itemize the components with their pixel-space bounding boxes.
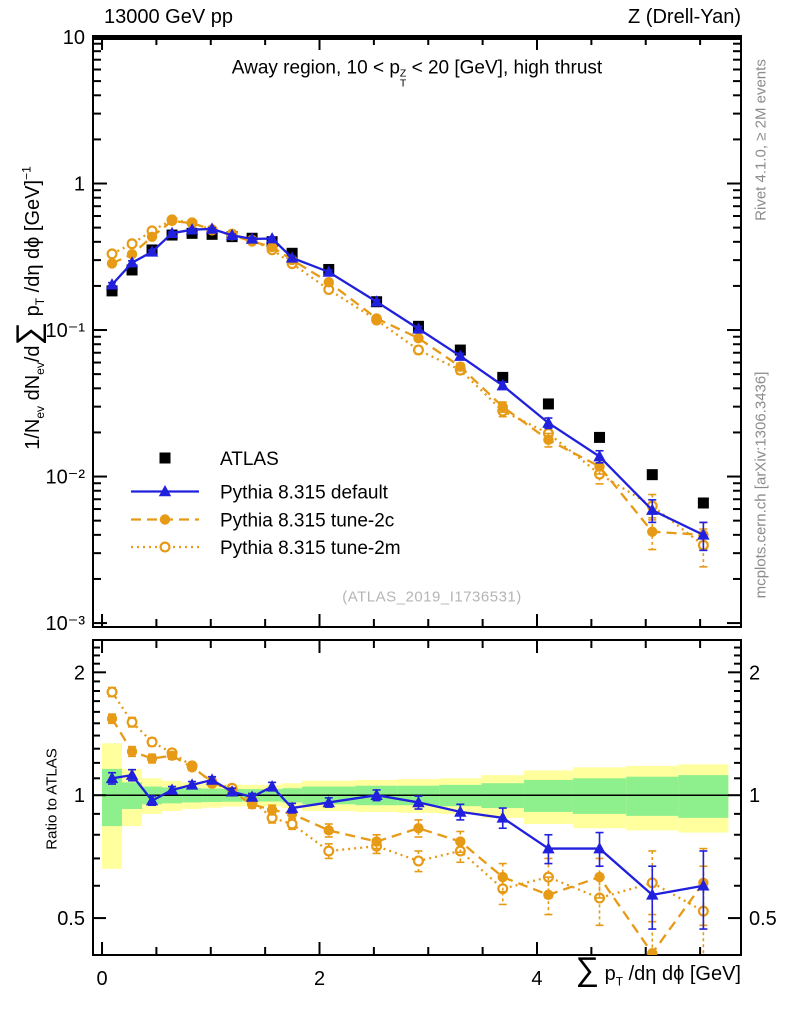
svg-text:1: 1	[749, 785, 760, 807]
svg-text:0: 0	[96, 968, 107, 990]
svg-text:0.5: 0.5	[57, 908, 85, 930]
legend-label: Pythia 8.315 tune-2m	[220, 538, 401, 559]
legend-label: ATLAS	[220, 449, 279, 470]
legend-item-3: Pythia 8.315 tune-2m	[131, 538, 401, 559]
svg-text:2: 2	[314, 968, 325, 990]
svg-text:4: 4	[531, 968, 542, 990]
series-main-3	[106, 214, 709, 568]
svg-text:10⁻²: 10⁻²	[46, 467, 86, 489]
mcplots-reference-label: mcplots.cern.ch [arXiv:1306.3436]	[752, 371, 770, 599]
series-main-1	[105, 222, 710, 552]
svg-text:1: 1	[74, 785, 85, 807]
svg-text:1: 1	[74, 174, 85, 196]
series-main-2	[106, 215, 709, 551]
svg-text:10: 10	[63, 27, 85, 49]
svg-text:2: 2	[74, 662, 85, 684]
process-label: Z (Drell-Yan)	[628, 6, 741, 28]
svg-text:0.5: 0.5	[749, 908, 777, 930]
beam-energy-label: 13000 GeV pp	[104, 6, 233, 28]
legend-item-0: ATLAS	[159, 449, 279, 470]
series-ratio-1	[105, 768, 710, 930]
svg-text:10⁻³: 10⁻³	[46, 613, 86, 635]
y-axis-label: 1/Nev dNev/d∑ pT /dη dϕ [GeV]−1	[8, 166, 48, 450]
analysis-watermark: (ATLAS_2019_I1736531)	[342, 588, 522, 606]
series-main-0	[106, 227, 709, 509]
tick-labels: 10 1 10⁻¹ 10⁻² 10⁻³ 2 2 1 1 0.5 0.5 0 2 4	[46, 27, 777, 990]
legend-item-1: Pythia 8.315 default	[131, 483, 389, 504]
legend-item-2: Pythia 8.315 tune-2c	[131, 511, 394, 532]
ratio-axis-label: Ratio to ATLAS	[43, 748, 61, 850]
x-axis-label: ∑ pT /dη dϕ [GeV]	[575, 950, 742, 989]
svg-text:10⁻¹: 10⁻¹	[46, 320, 86, 342]
panel-frames	[92, 35, 742, 956]
legend-label: Pythia 8.315 default	[220, 483, 389, 504]
legend-label: Pythia 8.315 tune-2c	[220, 511, 394, 532]
generator-version-label: Rivet 4.1.0, ≥ 2M events	[752, 59, 770, 221]
series-ratio-3	[106, 686, 709, 955]
legend: ATLAS Pythia 8.315 default Pythia 8.315 tu…	[131, 449, 401, 559]
svg-text:2: 2	[749, 662, 760, 684]
axis-ticks	[93, 36, 741, 955]
